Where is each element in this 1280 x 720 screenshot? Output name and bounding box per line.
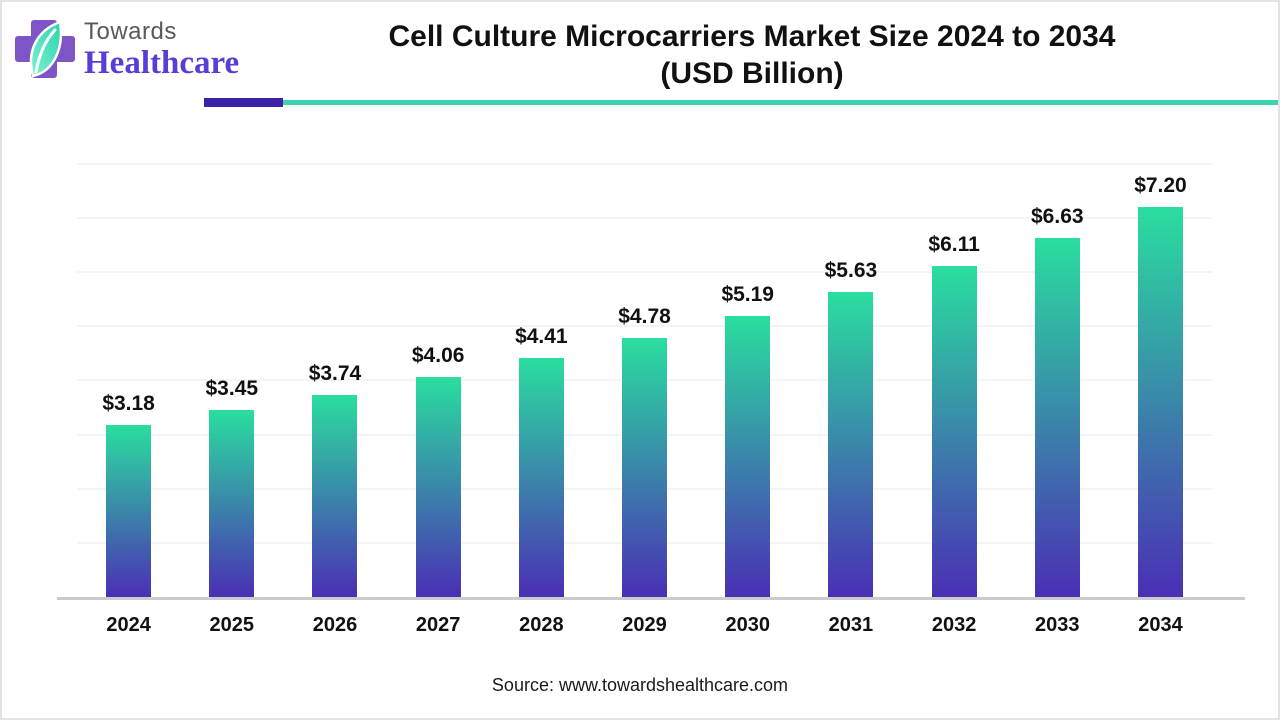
bar-value-label: $7.20 bbox=[1134, 174, 1187, 197]
bar bbox=[518, 358, 564, 597]
bar bbox=[828, 292, 874, 597]
x-axis-tick-label: 2026 bbox=[312, 614, 358, 636]
source-text: Source: www.towardshealthcare.com bbox=[491, 675, 789, 695]
bar-value-label: $5.19 bbox=[721, 283, 774, 306]
gridline bbox=[77, 271, 1212, 273]
plot-area: $3.18 2024 $3.45 2025 $3.74 2026 $4.06 2027 $4.4… bbox=[77, 163, 1212, 636]
chart-title: Cell Culture Microcarriers Market Size 2… bbox=[232, 18, 1272, 92]
brand-name-towards: Towards bbox=[84, 18, 177, 45]
divider-line bbox=[283, 100, 1278, 105]
bar-column: $4.41 2028 bbox=[490, 164, 593, 636]
bar bbox=[725, 316, 771, 597]
x-axis-tick-label: 2024 bbox=[106, 614, 151, 636]
bar-column: $5.19 2030 bbox=[696, 164, 799, 636]
bar-value-label: $4.06 bbox=[411, 344, 465, 367]
bar-value-label: $4.78 bbox=[618, 305, 671, 328]
bar-column: $6.11 2032 bbox=[903, 164, 1006, 636]
bar bbox=[931, 266, 977, 597]
bar-column: $6.63 2033 bbox=[1006, 164, 1109, 636]
bar-value-label: $3.18 bbox=[102, 392, 155, 415]
bar-value-label: $5.63 bbox=[824, 259, 878, 282]
bar bbox=[106, 425, 152, 597]
bar-column: $3.18 2024 bbox=[77, 164, 180, 636]
x-axis-tick-label: 2032 bbox=[931, 614, 977, 636]
bar-column: $5.63 2031 bbox=[799, 164, 902, 636]
x-axis-tick-label: 2027 bbox=[415, 614, 461, 636]
gridline bbox=[77, 163, 1212, 165]
cross-leaf-icon bbox=[15, 20, 75, 78]
x-axis-tick-label: 2030 bbox=[725, 614, 770, 636]
bar-column: $7.20 2034 bbox=[1109, 164, 1212, 636]
x-axis-tick-label: 2029 bbox=[622, 614, 667, 636]
x-axis-tick-label: 2028 bbox=[519, 614, 564, 636]
gridline bbox=[77, 217, 1212, 219]
bar-value-label: $6.11 bbox=[928, 233, 980, 256]
brand-name-healthcare: Healthcare bbox=[84, 45, 240, 81]
divider-accent-bar bbox=[204, 98, 283, 107]
bar-column: $3.45 2025 bbox=[180, 164, 283, 636]
bar-value-label: $3.45 bbox=[205, 377, 259, 400]
brand-name: Towards Healthcare bbox=[84, 14, 239, 80]
chart-title-line2: (USD Billion) bbox=[660, 57, 844, 90]
bar-column: $3.74 2026 bbox=[283, 164, 386, 636]
bar bbox=[622, 338, 668, 597]
bar bbox=[415, 377, 461, 597]
bar bbox=[312, 395, 358, 597]
x-axis-tick-label: 2025 bbox=[209, 614, 255, 636]
bar-value-label: $4.41 bbox=[515, 325, 568, 348]
x-axis-tick-label: 2033 bbox=[1035, 614, 1080, 636]
bar-value-label: $3.74 bbox=[308, 362, 362, 385]
x-axis-tick-label: 2034 bbox=[1138, 614, 1183, 636]
gridline bbox=[77, 325, 1212, 327]
bars-container: $3.18 2024 $3.45 2025 $3.74 2026 $4.06 2027 $4.4… bbox=[77, 164, 1212, 636]
bar-column: $4.06 2027 bbox=[387, 164, 490, 636]
x-axis-tick-label: 2031 bbox=[828, 614, 874, 636]
x-axis-line bbox=[57, 597, 1245, 600]
chart-title-line1: Cell Culture Microcarriers Market Size 2… bbox=[388, 20, 1116, 53]
bar-value-label: $6.63 bbox=[1031, 205, 1084, 228]
bar bbox=[1137, 207, 1183, 597]
bar bbox=[1034, 238, 1080, 597]
bar-column: $4.78 2029 bbox=[593, 164, 696, 636]
bar bbox=[209, 410, 255, 597]
brand-logo: Towards Healthcare bbox=[12, 14, 239, 82]
